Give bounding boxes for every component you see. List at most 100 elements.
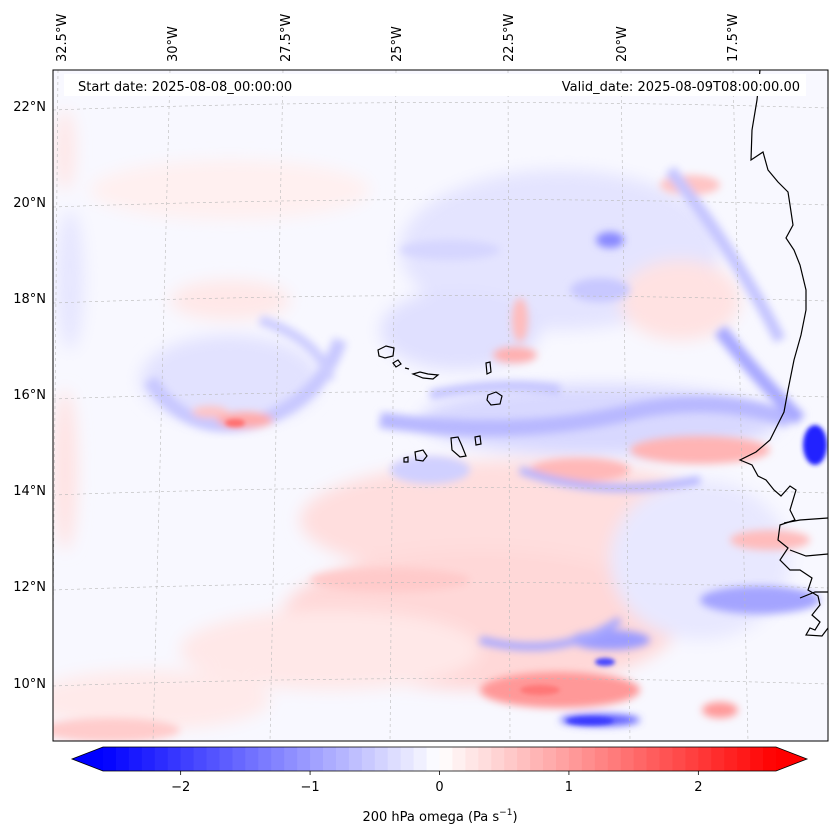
island-maio [474,435,482,446]
colorbar-cell [413,747,428,771]
colorbar-cell [478,747,492,771]
lon-label-27-5w: 27.5°W [279,14,294,62]
colorbar-extend-max [776,747,807,771]
map-frame [52,69,829,742]
colorbar-cell [543,747,557,771]
colorbar-ticks: −2 −1 0 1 2 [171,771,702,795]
colorbar-cell [620,747,635,771]
colorbar-tick-label: −1 [300,780,319,795]
colorbar-cell [594,747,609,771]
island-santa-luzia [404,367,410,370]
colorbar-cell [581,747,596,771]
colorbar-cell [180,747,195,771]
colorbar-cell [711,747,725,771]
colorbar-tick-label: 1 [565,780,573,795]
colorbar-cell [206,747,221,771]
colorbar-cell [128,747,143,771]
omega-sharp-features [53,166,820,741]
coastline [738,70,828,637]
colorbar-cell [193,747,208,771]
colorbar-cell [258,747,272,771]
longitude-labels: 32.5°W 30°W 27.5°W 25°W 22.5°W 20°W 17.5… [55,14,741,62]
island-brava [403,456,409,463]
colorbar-cell [232,747,246,771]
start-date-label: Start date: 2025-08-08_00:00:00 [78,80,292,95]
island-sao-nicolau [411,371,440,380]
colorbar-cell [750,747,764,771]
island-sao-vicente [392,359,402,368]
latitude-labels: 22°N 20°N 18°N 16°N 14°N 12°N 10°N [13,100,46,692]
lon-label-22-5w: 22.5°W [502,14,517,62]
map-panel: Start date: 2025-08-08_00:00:00 Valid_da… [52,69,829,742]
colorbar-cell [517,747,531,771]
colorbar-cell [633,747,648,771]
lat-label-12n: 12°N [13,580,46,595]
colorbar-cell [103,747,117,771]
colorbar-cell [361,747,376,771]
colorbar-cell [555,747,570,771]
lat-label-22n: 22°N [13,100,46,115]
colorbar-cell [387,747,402,771]
colorbar-cell [672,747,686,771]
colorbar-cell [167,747,182,771]
colorbar-cell [724,747,738,771]
island-fogo [414,449,428,462]
colorbar-cell [685,747,699,771]
lat-label-10n: 10°N [13,677,46,692]
colorbar-cell [335,747,350,771]
lon-label-17-5w: 17.5°W [726,14,741,62]
colorbar-cell [219,747,234,771]
info-banner [64,74,806,96]
colorbar-cell [310,747,324,771]
lon-label-30w: 30°W [166,26,181,62]
africa-coast [738,70,828,637]
colorbar-cell [763,747,777,771]
colorbar-tick-label: 0 [435,780,443,795]
colorbar-extend-min [72,747,103,771]
colorbar-cell [374,747,389,771]
island-sal [485,361,492,375]
colorbar-cell [530,747,544,771]
colorbar-cell [568,747,583,771]
colorbar-cells [103,747,777,771]
colorbar-cell [245,747,259,771]
lon-label-25w: 25°W [390,26,405,62]
lat-label-14n: 14°N [13,484,46,499]
omega-strong-cells [225,419,827,725]
lat-label-16n: 16°N [13,388,46,403]
colorbar-cell [426,747,441,771]
colorbar-cell [465,747,479,771]
lat-label-20n: 20°N [13,196,46,211]
island-santiago [450,436,467,458]
colorbar-cell [439,747,454,771]
colorbar-cell [271,747,285,771]
island-santo-antao [377,345,395,359]
colorbar-cell [400,747,415,771]
colorbar-cell [698,747,712,771]
colorbar-tick-label: −2 [171,780,190,795]
colorbar-outline [70,746,809,772]
colorbar: −2 −1 0 1 2 200 hPa omega (Pa s−1) [70,746,809,825]
colorbar-cell [348,747,363,771]
island-boa-vista [486,391,503,406]
graticule [53,70,828,741]
lon-label-32-5w: 32.5°W [55,14,70,62]
colorbar-cell [284,747,298,771]
colorbar-cell [491,747,505,771]
colorbar-cell [141,747,156,771]
colorbar-tick-label: 2 [694,780,702,795]
colorbar-cell [323,747,337,771]
colorbar-cell [297,747,311,771]
colorbar-cell [646,747,661,771]
colorbar-cell [504,747,518,771]
lon-label-20w: 20°W [615,26,630,62]
lat-label-18n: 18°N [13,292,46,307]
colorbar-cell [452,747,466,771]
colorbar-cell [154,747,169,771]
cape-verde-islands [377,345,503,463]
colorbar-label: 200 hPa omega (Pa s−1) [362,808,517,825]
colorbar-cell [737,747,751,771]
colorbar-cell [115,747,130,771]
colorbar-cell [607,747,622,771]
